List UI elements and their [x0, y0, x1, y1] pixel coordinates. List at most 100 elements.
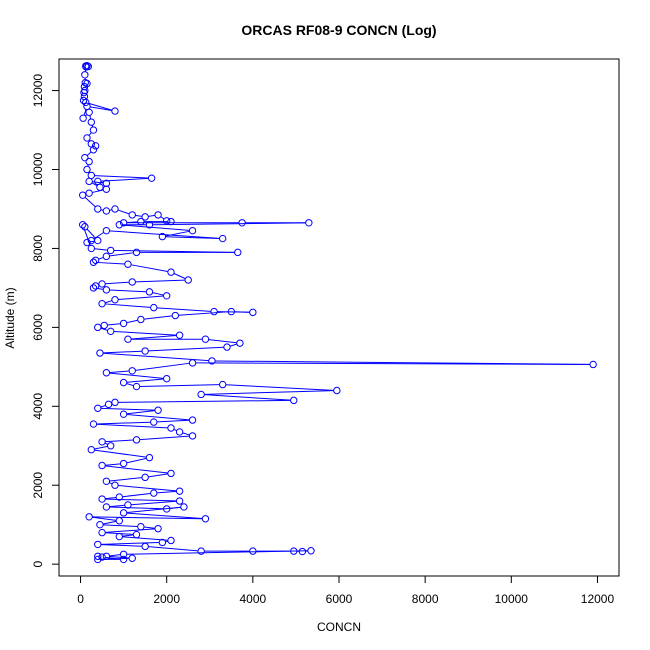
data-point	[223, 343, 231, 351]
data-point	[201, 515, 210, 523]
series-segment	[122, 493, 151, 498]
series-segment	[101, 544, 142, 547]
data-point	[111, 107, 119, 115]
series-segment	[152, 222, 306, 226]
series-segment	[109, 482, 113, 485]
series-segment	[105, 556, 121, 560]
series-segment	[126, 410, 155, 415]
series-segment	[105, 303, 151, 308]
series-segment	[94, 445, 108, 450]
data-point	[249, 308, 257, 317]
data-point	[188, 432, 197, 440]
data-point	[106, 246, 115, 255]
series-segment	[126, 383, 134, 387]
series-segment	[101, 542, 160, 545]
data-point	[290, 396, 298, 405]
data-point	[78, 221, 87, 229]
data-point	[167, 217, 175, 226]
series-segment	[89, 115, 92, 120]
series-segment	[148, 346, 224, 352]
data-point	[94, 552, 102, 560]
series-segment	[131, 335, 177, 340]
data-point	[137, 315, 145, 324]
data-point	[89, 420, 98, 428]
data-point	[154, 211, 162, 219]
data-point	[94, 236, 102, 245]
series-segment	[135, 279, 185, 283]
series-segment	[118, 295, 164, 300]
series-segment	[109, 372, 164, 379]
series-segment	[96, 261, 125, 265]
data-point	[175, 428, 184, 436]
data-point	[87, 244, 96, 253]
data-point	[171, 311, 180, 320]
series-segment	[157, 490, 177, 494]
data-point	[111, 205, 119, 213]
data-point	[115, 532, 124, 541]
y-tick-label: 6000	[31, 314, 45, 341]
data-point	[98, 553, 106, 561]
series-segment	[113, 331, 177, 336]
series-segment	[109, 289, 147, 293]
data-point	[141, 347, 149, 355]
x-tick-label: 12000	[581, 592, 615, 606]
x-axis-label: CONCN	[317, 620, 361, 634]
series-segment	[173, 428, 177, 432]
data-point	[85, 108, 93, 116]
series-segment	[109, 477, 142, 482]
data-point	[102, 552, 111, 560]
series-segment	[86, 228, 96, 239]
series-segment	[100, 327, 108, 331]
series-segment	[101, 407, 155, 411]
data-point	[94, 555, 102, 564]
series-segment	[107, 323, 121, 326]
data-point	[94, 540, 102, 549]
data-point	[333, 386, 341, 395]
data-point	[147, 174, 156, 182]
y-tick-label: 0	[31, 561, 45, 568]
x-tick-label: 2000	[153, 592, 180, 606]
data-point	[167, 424, 175, 432]
data-point	[85, 177, 93, 186]
data-point	[188, 226, 197, 235]
y-axis-label: Altitude (m)	[3, 287, 17, 348]
data-point	[234, 248, 242, 257]
data-point	[119, 410, 128, 418]
data-point	[128, 278, 136, 286]
data-point	[158, 232, 167, 241]
data-point	[145, 288, 154, 296]
series-segment	[90, 106, 112, 112]
data-point	[119, 550, 128, 558]
series-segment	[195, 362, 590, 365]
data-point	[83, 238, 91, 247]
series-segment	[135, 362, 190, 371]
data-point	[111, 296, 119, 304]
data-point	[82, 98, 90, 107]
series-segment	[148, 546, 198, 552]
data-point	[81, 71, 89, 79]
data-point	[119, 509, 128, 517]
data-point	[106, 442, 115, 450]
x-tick-label: 4000	[239, 592, 266, 606]
data-point	[132, 382, 141, 391]
data-point	[124, 260, 132, 268]
data-point	[132, 530, 141, 539]
series-segment	[126, 457, 147, 464]
x-tick-label: 10000	[495, 592, 529, 606]
series-segment	[98, 256, 104, 260]
series-segment	[126, 506, 181, 514]
series-segment	[94, 175, 149, 179]
series-segment	[204, 390, 334, 395]
data-point	[188, 416, 197, 424]
data-point	[106, 327, 115, 336]
data-point	[98, 438, 106, 446]
data-point	[115, 221, 124, 229]
series-segment	[152, 292, 164, 296]
series-segment	[118, 485, 177, 492]
series-segment	[109, 554, 121, 557]
series-segment	[118, 399, 291, 403]
data-point	[162, 217, 171, 225]
series-segment	[109, 252, 134, 257]
data-point	[98, 280, 106, 288]
